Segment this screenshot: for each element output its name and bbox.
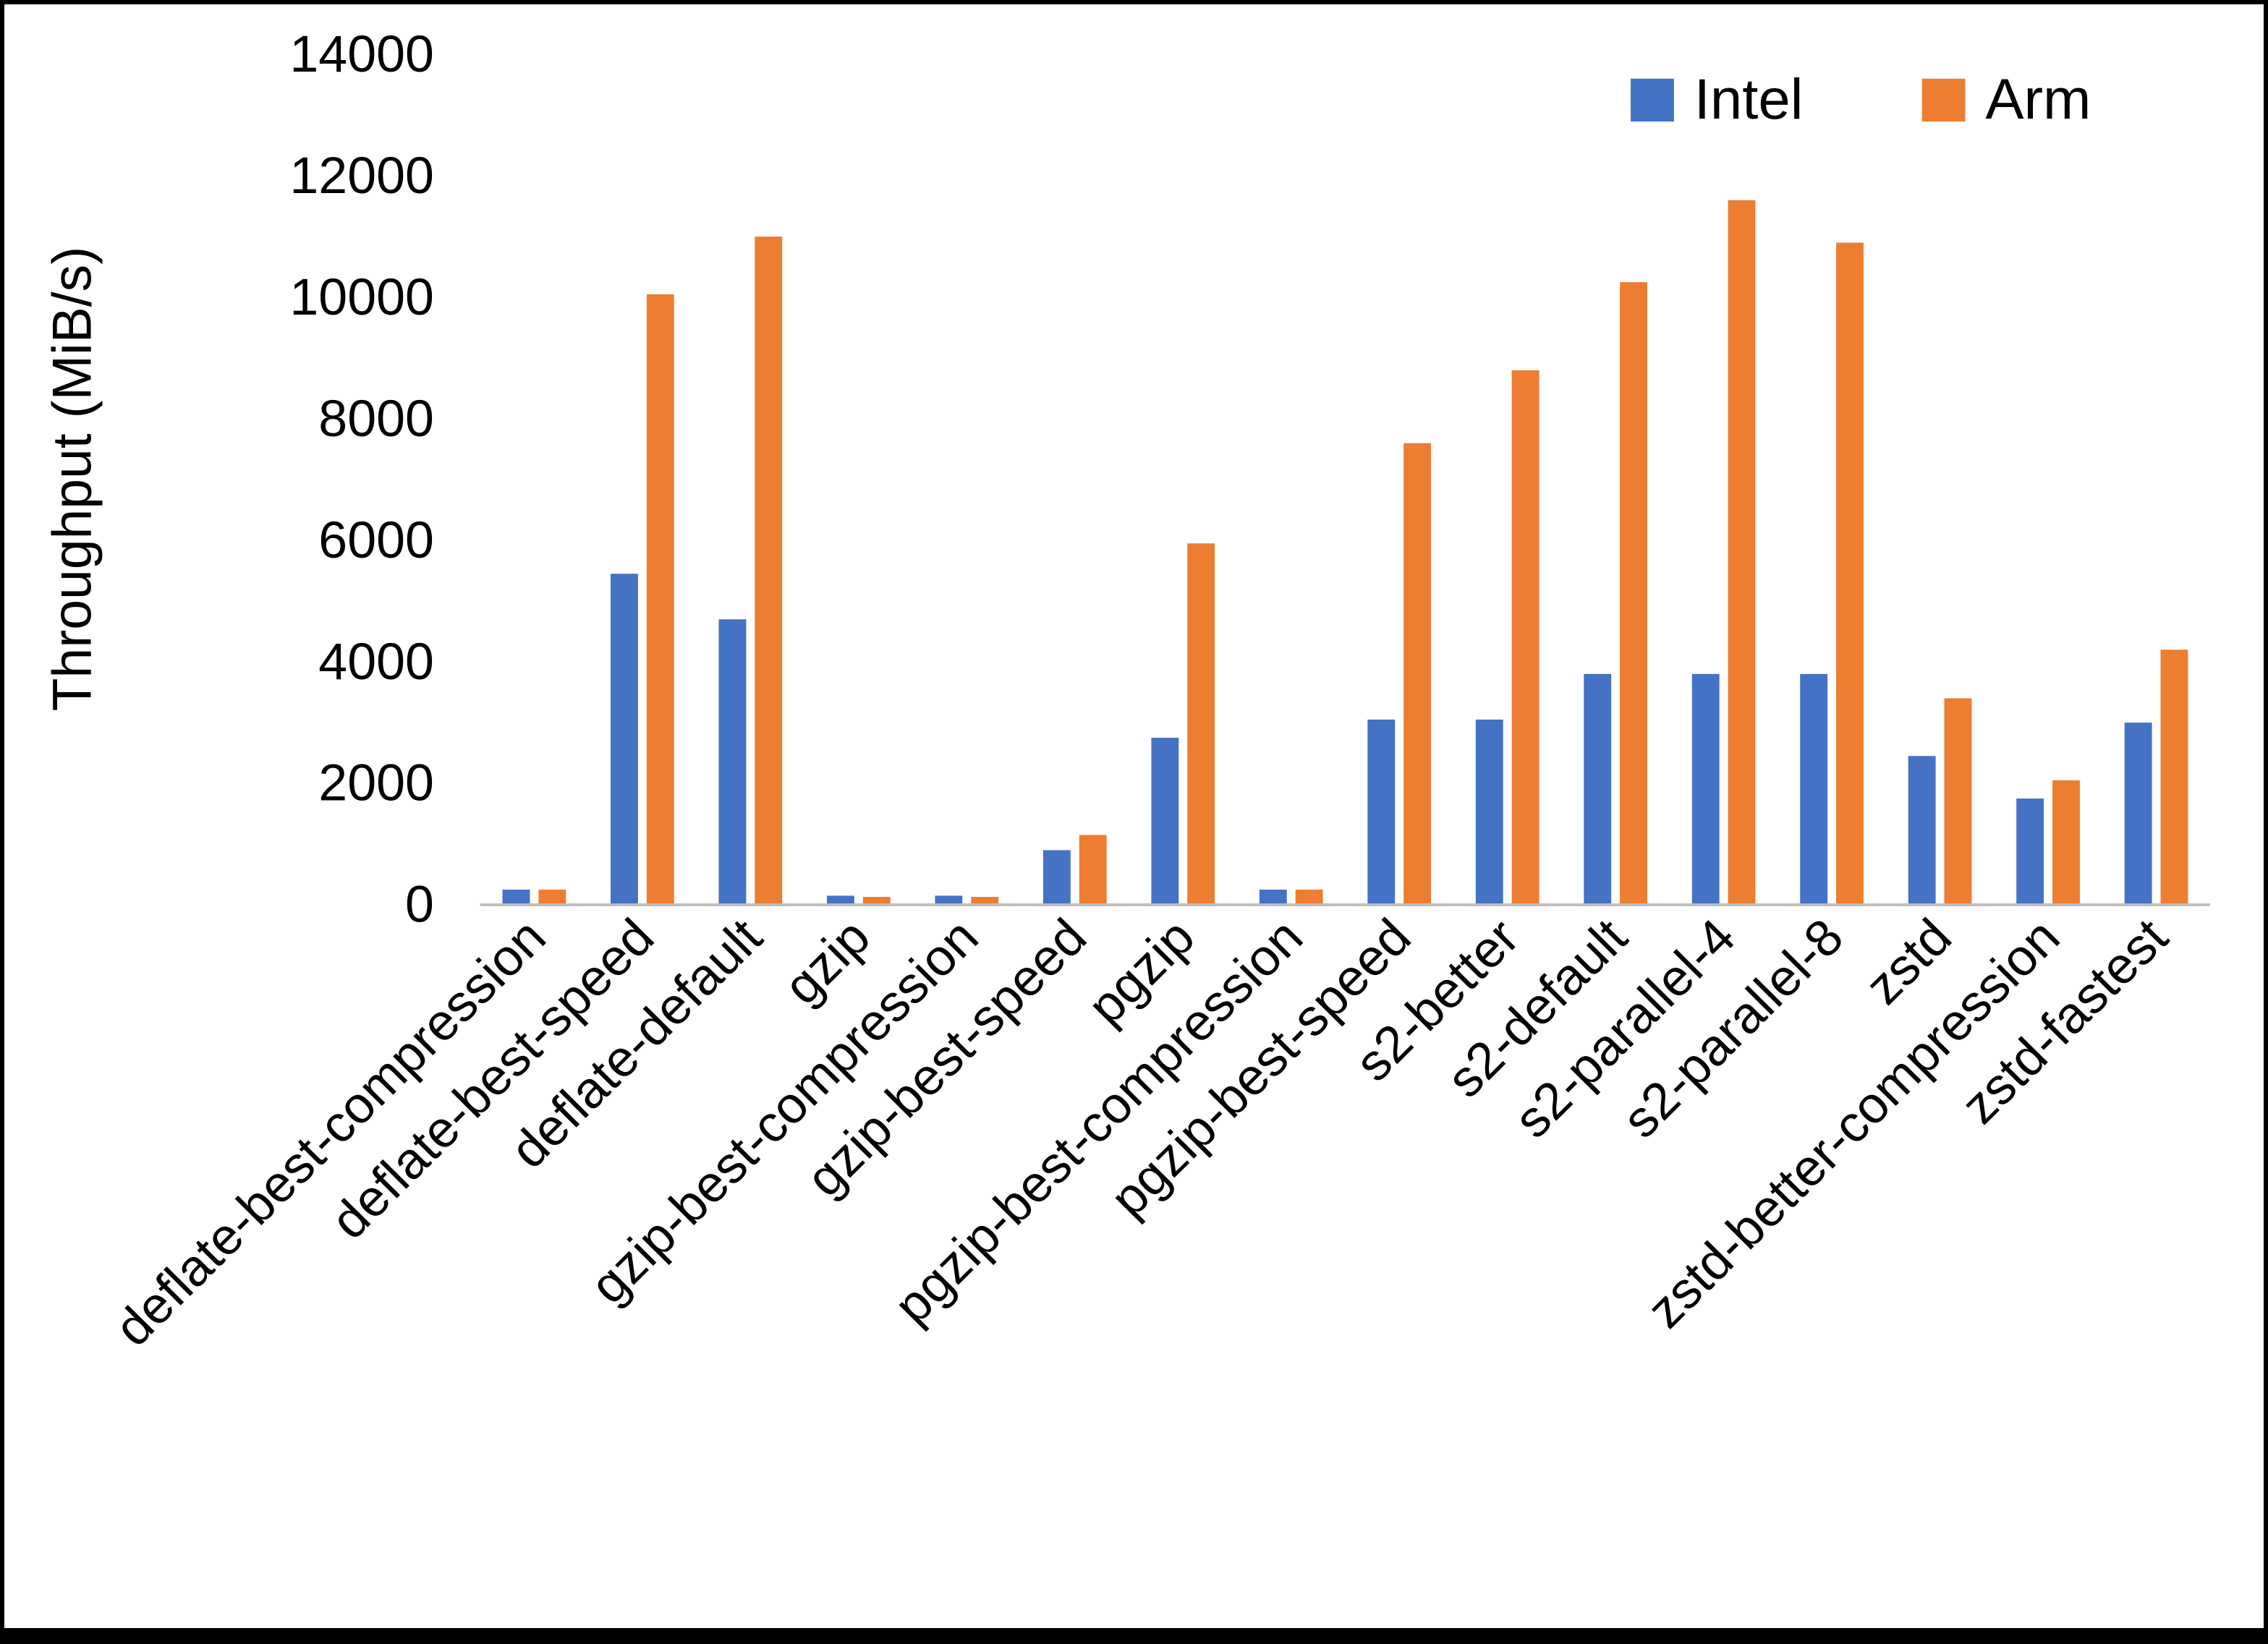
- bar-intel-gzip-best-speed: [1042, 850, 1071, 906]
- bar-arm-gzip-best-speed: [1079, 835, 1107, 906]
- bar-intel-zstd-better-compression: [2016, 798, 2044, 906]
- y-tick-label: 12000: [289, 147, 433, 205]
- y-axis-ticks: 0 2000 4000 6000 8000 10000 12000 14000: [289, 25, 433, 934]
- bar-intel-pgzip-best-compression: [1259, 890, 1287, 906]
- bar-intel-s2-parallel-4: [1691, 673, 1720, 906]
- x-axis-labels: deflate-best-compressiondeflate-best-spe…: [103, 908, 2179, 1357]
- bar-arm-gzip: [862, 897, 891, 906]
- bar-intel-deflate-best-speed: [611, 574, 638, 906]
- legend-label-intel: Intel: [1694, 67, 1804, 131]
- y-tick-label: 6000: [318, 511, 434, 569]
- bar-intel-s2-default: [1584, 673, 1612, 906]
- bar-arm-zstd-better-compression: [2052, 780, 2080, 906]
- bar-arm-pgzip-best-compression: [1295, 890, 1323, 906]
- x-category-label: deflate-best-compression: [103, 908, 556, 1357]
- bar-arm-deflate-best-compression: [538, 890, 566, 906]
- bar-arm-s2-parallel-4: [1728, 200, 1756, 906]
- bar-arm-zstd: [1944, 698, 1972, 906]
- bar-intel-pgzip: [1151, 738, 1179, 906]
- y-tick-label: 8000: [318, 390, 434, 448]
- bar-intel-s2-parallel-8: [1800, 673, 1828, 906]
- y-axis-title: Throughput (MiB/s): [41, 247, 102, 712]
- y-tick-label: 0: [405, 876, 434, 934]
- legend-label-arm: Arm: [1985, 67, 2091, 131]
- bar-intel-s2-better: [1475, 719, 1503, 906]
- y-tick-label: 10000: [289, 268, 433, 326]
- bar-intel-zstd-fastest: [2124, 723, 2152, 906]
- bar-arm-pgzip-best-speed: [1403, 443, 1432, 906]
- bar-arm-s2-default: [1620, 282, 1648, 906]
- bar-arm-s2-parallel-8: [1836, 242, 1864, 906]
- y-tick-label: 14000: [289, 25, 433, 83]
- bar-arm-pgzip: [1187, 543, 1215, 906]
- bar-intel-pgzip-best-speed: [1367, 719, 1396, 906]
- throughput-bar-chart: Throughput (MiB/s) 0 2000 4000 6000 8000 1000…: [41, 25, 2211, 1357]
- bar-arm-deflate-best-speed: [646, 294, 674, 906]
- bar-arm-deflate-default: [755, 237, 783, 906]
- bar-intel-zstd: [1908, 756, 1936, 906]
- bar-series: [502, 200, 2188, 906]
- bar-arm-gzip-best-compression: [971, 897, 999, 906]
- y-tick-label: 4000: [318, 633, 434, 691]
- bar-intel-gzip: [826, 895, 854, 906]
- bar-intel-gzip-best-compression: [935, 895, 963, 906]
- bar-arm-zstd-fastest: [2160, 649, 2188, 906]
- legend-swatch-arm: [1921, 78, 1966, 122]
- y-tick-label: 2000: [318, 754, 434, 812]
- bar-intel-deflate-best-compression: [502, 890, 530, 906]
- bar-intel-deflate-default: [718, 619, 747, 906]
- legend-swatch-intel: [1631, 78, 1674, 122]
- legend: Intel Arm: [1631, 67, 2091, 131]
- bar-arm-s2-better: [1511, 370, 1539, 906]
